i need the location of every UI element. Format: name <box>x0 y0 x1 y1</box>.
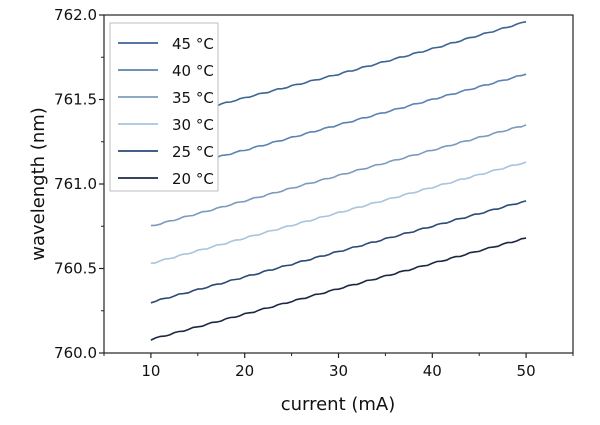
x-tick-label: 10 <box>141 362 160 380</box>
series-line-30c <box>150 161 527 265</box>
legend-label: 45 °C <box>172 35 214 53</box>
legend-label: 20 °C <box>172 170 214 188</box>
series-line-35c <box>150 124 527 227</box>
legend-label: 35 °C <box>172 89 214 107</box>
y-tick-label: 761.0 <box>54 175 97 193</box>
legend: 45 °C 40 °C 35 °C 30 °C 25 °C 20 °C <box>109 22 219 192</box>
legend-label: 25 °C <box>172 143 214 161</box>
y-tick-label: 760.5 <box>54 260 97 278</box>
y-axis-label: wavelength (nm) <box>28 107 49 261</box>
legend-box <box>109 22 219 192</box>
axes-layer: 10 20 30 40 50 760.0 760.5 761.0 761.5 762.0 <box>54 6 574 380</box>
x-tick-label: 40 <box>423 362 442 380</box>
legend-label: 30 °C <box>172 116 214 134</box>
y-tick-label: 762.0 <box>54 6 97 24</box>
series-line-25c <box>150 200 527 304</box>
y-tick-label: 761.5 <box>54 91 97 109</box>
legend-label: 40 °C <box>172 62 214 80</box>
x-tick-label: 20 <box>235 362 254 380</box>
x-tick-label: 30 <box>329 362 348 380</box>
x-axis-label: current (mA) <box>281 394 396 415</box>
x-tick-label: 50 <box>517 362 536 380</box>
y-tick-label: 760.0 <box>54 344 97 362</box>
series-line-20c <box>150 237 527 341</box>
